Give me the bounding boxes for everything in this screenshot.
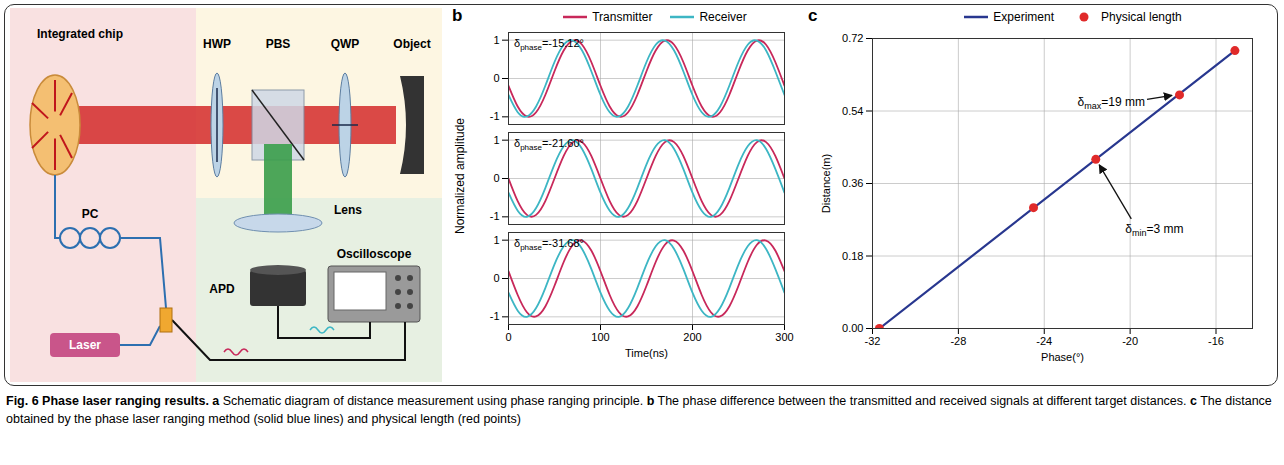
html-text:b: b [452, 6, 463, 25]
svg-text:Distance(m): Distance(m) [820, 154, 832, 213]
svg-text:0.36: 0.36 [842, 177, 863, 189]
html-text:Receiver: Receiver [699, 10, 747, 24]
svg-text:-1: -1 [490, 110, 500, 122]
svg-text:0.54: 0.54 [842, 105, 863, 117]
svg-text:δphase=-15.12°: δphase=-15.12° [514, 37, 584, 52]
svg-text:Phase(°): Phase(°) [1041, 351, 1084, 363]
svg-text:Laser: Laser [69, 338, 101, 352]
svg-text:0.00: 0.00 [842, 322, 863, 334]
svg-text:-1: -1 [490, 210, 500, 222]
svg-text:Lens: Lens [334, 203, 362, 217]
html-text:Experiment: Experiment [993, 10, 1054, 24]
html-text:Physical length: Physical length [1101, 10, 1182, 24]
svg-text:-28: -28 [950, 335, 966, 347]
svg-text:Oscilloscope: Oscilloscope [337, 247, 412, 261]
svg-text:-1: -1 [490, 310, 500, 322]
svg-text:0: 0 [493, 272, 499, 284]
svg-text:-20: -20 [1122, 335, 1138, 347]
svg-text:QWP: QWP [331, 37, 360, 51]
svg-text:Normalized amplitude: Normalized amplitude [453, 118, 467, 234]
svg-text:APD: APD [209, 282, 235, 296]
svg-text:PBS: PBS [266, 37, 291, 51]
svg-text:δphase=-31.68°: δphase=-31.68° [514, 237, 584, 252]
html-text:c: c [808, 6, 818, 25]
svg-text:HWP: HWP [203, 37, 231, 51]
svg-text:Integrated chip: Integrated chip [37, 27, 123, 41]
svg-text:δmax=19 mm: δmax=19 mm [1078, 95, 1145, 111]
svg-text:Time(ns): Time(ns) [625, 347, 668, 359]
svg-text:1: 1 [493, 234, 499, 246]
svg-text:δphase=-21.60°: δphase=-21.60° [514, 137, 584, 152]
svg-text:0: 0 [493, 72, 499, 84]
svg-text:0.72: 0.72 [842, 32, 863, 44]
html-text:Transmitter: Transmitter [592, 10, 653, 24]
svg-text:300: 300 [775, 331, 793, 343]
svg-text:0: 0 [505, 331, 511, 343]
svg-text:0.18: 0.18 [842, 250, 863, 262]
svg-text:1: 1 [493, 34, 499, 46]
svg-text:δmin=3 mm: δmin=3 mm [1125, 222, 1183, 238]
svg-text:100: 100 [591, 331, 609, 343]
svg-text:-24: -24 [1036, 335, 1052, 347]
html-text:Fig. 6 Phase laser ranging res: Fig. 6 Phase laser ranging results. a Sc… [6, 394, 1272, 427]
svg-text:Object: Object [393, 37, 430, 51]
svg-text:-16: -16 [1208, 335, 1224, 347]
svg-text:1: 1 [493, 134, 499, 146]
svg-text:-32: -32 [865, 335, 881, 347]
svg-text:200: 200 [683, 331, 701, 343]
svg-text:0: 0 [493, 172, 499, 184]
svg-text:PC: PC [82, 207, 99, 221]
